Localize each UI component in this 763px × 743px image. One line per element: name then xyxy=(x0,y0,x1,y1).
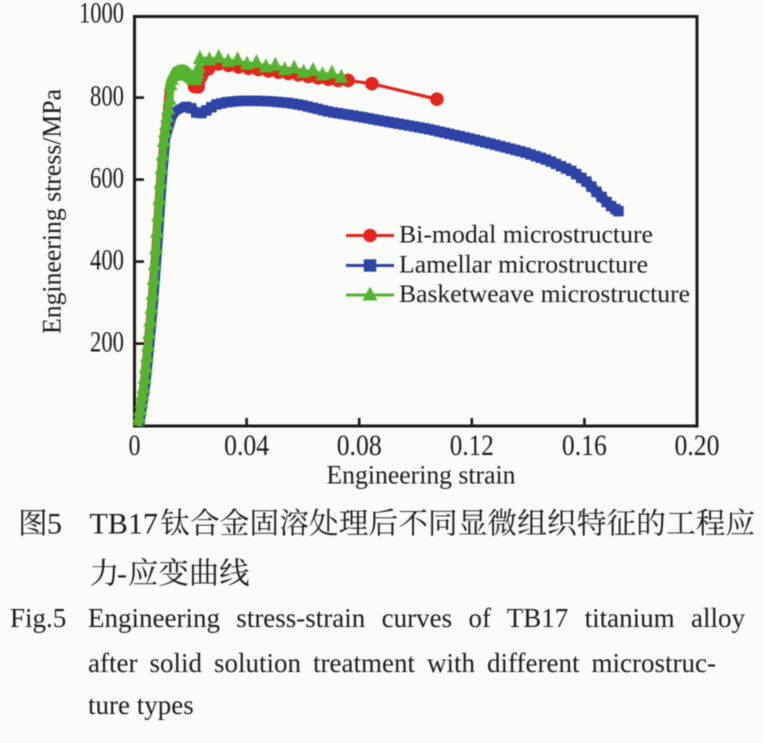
svg-text:400: 400 xyxy=(90,244,124,277)
svg-text:5: 5 xyxy=(47,508,62,541)
svg-text:Engineering strain: Engineering strain xyxy=(327,460,516,489)
svg-text:1000: 1000 xyxy=(79,0,124,29)
svg-text:800: 800 xyxy=(90,80,124,113)
svg-text:Bi-modal microstructure: Bi-modal microstructure xyxy=(399,220,653,249)
svg-text:TB17: TB17 xyxy=(90,508,158,541)
svg-text:0.20: 0.20 xyxy=(675,429,720,462)
svg-text:200: 200 xyxy=(90,326,124,359)
svg-text:0.08: 0.08 xyxy=(337,429,382,462)
svg-text:600: 600 xyxy=(90,162,124,195)
svg-text:Basketweave microstructure: Basketweave microstructure xyxy=(399,279,690,308)
svg-text:0.16: 0.16 xyxy=(562,429,607,462)
svg-text:0: 0 xyxy=(129,429,141,462)
svg-text:0.04: 0.04 xyxy=(224,429,269,462)
svg-text:Engineering stress/MPa: Engineering stress/MPa xyxy=(38,89,67,334)
svg-text:0.12: 0.12 xyxy=(450,429,494,462)
svg-text:-: - xyxy=(117,558,127,591)
svg-text:Lamellar microstructure: Lamellar microstructure xyxy=(399,250,648,279)
